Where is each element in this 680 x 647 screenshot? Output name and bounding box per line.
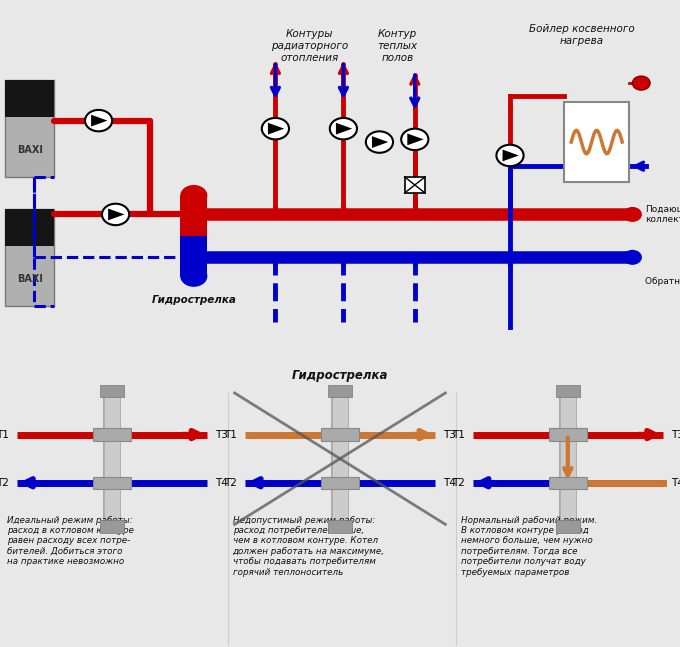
Text: T1: T1 xyxy=(452,430,464,439)
Text: T1: T1 xyxy=(224,430,237,439)
Text: BAXI: BAXI xyxy=(17,145,43,155)
Text: T4: T4 xyxy=(443,477,456,488)
Text: Подающий
коллектор: Подающий коллектор xyxy=(645,204,680,224)
Circle shape xyxy=(180,265,207,287)
Circle shape xyxy=(623,250,642,265)
Bar xyxy=(5,209,54,246)
Circle shape xyxy=(632,76,650,90)
Bar xyxy=(100,385,124,397)
Bar xyxy=(100,520,124,532)
Bar xyxy=(321,477,359,489)
Bar xyxy=(5,80,54,177)
Text: Бойлер косвенного
нагрева: Бойлер косвенного нагрева xyxy=(528,24,634,46)
Circle shape xyxy=(496,145,524,166)
Circle shape xyxy=(180,185,207,206)
Text: T1: T1 xyxy=(0,430,9,439)
Text: Контуры
радиаторного
отопления: Контуры радиаторного отопления xyxy=(271,30,348,63)
Bar xyxy=(321,428,359,441)
Text: T4: T4 xyxy=(671,477,680,488)
Bar xyxy=(556,520,580,532)
Bar xyxy=(328,385,352,397)
Polygon shape xyxy=(407,133,424,146)
Text: Контур
теплых
полов: Контур теплых полов xyxy=(377,30,418,63)
Text: Обратный коллектор: Обратный коллектор xyxy=(645,277,680,286)
Bar xyxy=(93,477,131,489)
Polygon shape xyxy=(336,123,352,135)
Circle shape xyxy=(401,129,428,150)
Bar xyxy=(93,428,131,441)
Circle shape xyxy=(366,131,393,153)
Bar xyxy=(549,428,587,441)
Circle shape xyxy=(85,110,112,131)
Bar xyxy=(5,209,54,305)
Bar xyxy=(405,177,425,193)
Text: T2: T2 xyxy=(0,477,9,488)
Circle shape xyxy=(102,204,129,225)
Bar xyxy=(180,236,207,276)
Text: BAXI: BAXI xyxy=(17,274,43,283)
Polygon shape xyxy=(372,136,388,148)
Text: Гидрострелка: Гидрострелка xyxy=(152,295,236,305)
Polygon shape xyxy=(268,123,284,135)
Text: Недопустимый режим работы:
расход потребителей выше,
чем в котловом контуре. Кот: Недопустимый режим работы: расход потреб… xyxy=(233,516,385,576)
Text: Гидрострелка: Гидрострелка xyxy=(292,369,388,382)
Text: Идеальный режим работы:
расход в котловом контуре
равен расходу всех потре-
бите: Идеальный режим работы: расход в котлово… xyxy=(7,516,134,566)
Text: T3: T3 xyxy=(216,430,228,439)
Polygon shape xyxy=(503,149,519,161)
Text: T2: T2 xyxy=(452,477,464,488)
Bar xyxy=(549,477,587,489)
Bar xyxy=(328,520,352,532)
Text: T3: T3 xyxy=(443,430,456,439)
Bar xyxy=(564,102,629,182)
Bar xyxy=(556,385,580,397)
Text: T3: T3 xyxy=(671,430,680,439)
Bar xyxy=(180,195,207,276)
Polygon shape xyxy=(108,208,124,221)
Polygon shape xyxy=(91,115,107,127)
Bar xyxy=(5,80,54,117)
Text: Нормальный рабочий режим.
В котловом контуре расход
немного больше, чем нужно
по: Нормальный рабочий режим. В котловом кон… xyxy=(461,516,597,576)
Circle shape xyxy=(623,207,642,222)
Circle shape xyxy=(330,118,357,139)
Text: T2: T2 xyxy=(224,477,237,488)
Text: T4: T4 xyxy=(216,477,228,488)
Circle shape xyxy=(262,118,289,139)
